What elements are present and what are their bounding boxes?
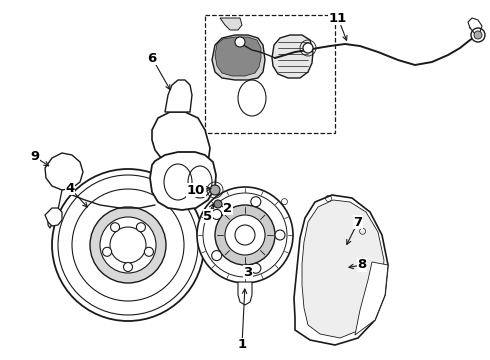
Circle shape <box>474 31 482 39</box>
Circle shape <box>111 223 120 232</box>
Circle shape <box>197 187 293 283</box>
Circle shape <box>471 28 485 42</box>
Circle shape <box>110 227 146 263</box>
Polygon shape <box>294 195 388 345</box>
Circle shape <box>100 217 156 273</box>
Text: 10: 10 <box>187 184 205 197</box>
Circle shape <box>251 263 261 273</box>
Circle shape <box>303 43 313 53</box>
Polygon shape <box>272 35 313 78</box>
Circle shape <box>275 230 285 240</box>
Polygon shape <box>45 153 83 190</box>
Polygon shape <box>220 18 242 30</box>
Text: 7: 7 <box>353 216 363 229</box>
Text: 6: 6 <box>147 51 157 64</box>
Circle shape <box>215 205 275 265</box>
Text: 4: 4 <box>65 181 74 194</box>
Polygon shape <box>165 80 192 112</box>
Circle shape <box>214 200 222 208</box>
Ellipse shape <box>238 80 266 116</box>
Polygon shape <box>45 208 62 226</box>
Circle shape <box>225 215 265 255</box>
Polygon shape <box>215 37 261 76</box>
Circle shape <box>90 207 166 283</box>
Bar <box>205 15 335 133</box>
Circle shape <box>235 225 255 245</box>
Circle shape <box>52 169 204 321</box>
Polygon shape <box>152 112 210 175</box>
Polygon shape <box>302 200 384 338</box>
Polygon shape <box>150 152 216 210</box>
Circle shape <box>145 247 153 256</box>
Circle shape <box>123 262 132 271</box>
Text: 11: 11 <box>329 12 347 24</box>
Circle shape <box>235 37 245 47</box>
Text: 1: 1 <box>238 338 246 351</box>
Polygon shape <box>212 35 265 80</box>
Circle shape <box>136 223 146 232</box>
Text: 9: 9 <box>30 150 40 163</box>
Polygon shape <box>238 282 252 305</box>
Circle shape <box>210 185 220 195</box>
Polygon shape <box>355 262 388 335</box>
Text: 3: 3 <box>244 266 253 279</box>
Circle shape <box>102 247 112 256</box>
Text: 8: 8 <box>357 258 367 271</box>
Circle shape <box>212 210 221 220</box>
Text: 5: 5 <box>203 210 213 222</box>
Circle shape <box>251 197 261 207</box>
Circle shape <box>212 251 221 261</box>
Text: 2: 2 <box>223 202 233 215</box>
Circle shape <box>72 189 184 301</box>
